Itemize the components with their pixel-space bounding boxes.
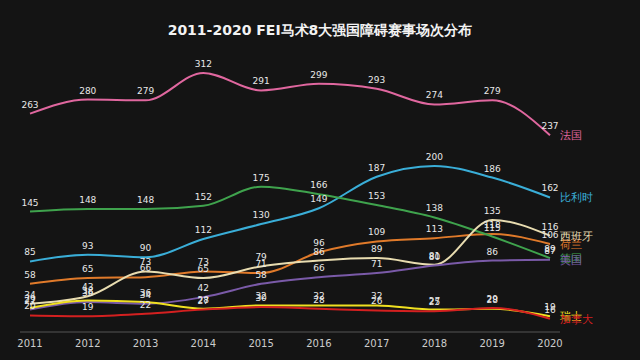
svg-text:152: 152 [195,192,212,202]
svg-text:279: 279 [137,86,154,96]
svg-text:22: 22 [140,300,151,310]
svg-text:90: 90 [140,243,152,253]
svg-text:93: 93 [82,241,93,251]
svg-text:19: 19 [82,302,94,312]
svg-text:29: 29 [24,293,36,304]
svg-text:66: 66 [313,263,325,273]
svg-text:186: 186 [484,164,501,174]
svg-text:85: 85 [24,247,35,257]
svg-text:109: 109 [368,227,385,237]
svg-text:66: 66 [139,263,152,274]
svg-text:26: 26 [371,296,383,306]
svg-text:西班牙: 西班牙 [560,230,593,243]
svg-text:79: 79 [255,252,267,262]
svg-text:135: 135 [484,206,501,216]
html-text:2011-2020 FEI马术8大强国障碍赛事场次分布: 2011-2020 FEI马术8大强国障碍赛事场次分布 [167,22,473,38]
svg-text:2012: 2012 [75,338,100,349]
svg-text:115: 115 [484,223,501,233]
svg-text:175: 175 [253,173,270,183]
svg-text:274: 274 [426,90,443,100]
svg-text:2013: 2013 [133,338,158,349]
svg-text:73: 73 [140,257,151,267]
svg-text:149: 149 [310,194,327,204]
svg-text:65: 65 [198,264,209,274]
svg-text:20: 20 [24,301,36,311]
svg-text:比利时: 比利时 [560,191,593,204]
svg-text:130: 130 [253,210,270,220]
svg-text:2011: 2011 [17,338,42,349]
svg-text:112: 112 [195,225,212,235]
svg-text:279: 279 [484,86,501,96]
svg-text:96: 96 [313,238,325,249]
svg-text:16: 16 [544,305,556,315]
svg-text:187: 187 [368,163,385,173]
svg-text:加拿大: 加拿大 [560,313,593,326]
svg-text:116: 116 [541,222,558,232]
svg-text:2016: 2016 [306,338,331,349]
svg-text:86: 86 [313,247,325,257]
svg-text:71: 71 [255,259,267,269]
svg-text:法国: 法国 [560,129,582,142]
svg-text:2019: 2019 [479,338,504,349]
svg-text:162: 162 [541,183,558,193]
svg-text:71: 71 [371,259,382,269]
svg-text:2015: 2015 [248,338,273,349]
svg-text:86: 86 [486,247,498,257]
svg-text:80: 80 [429,252,441,262]
svg-text:263: 263 [21,100,38,110]
svg-text:荷兰: 荷兰 [560,238,582,251]
svg-text:148: 148 [137,195,154,205]
svg-text:106: 106 [541,230,559,240]
svg-text:312: 312 [195,59,212,69]
svg-text:2018: 2018 [422,338,447,349]
svg-text:280: 280 [79,86,96,96]
svg-text:89: 89 [371,244,383,254]
svg-text:299: 299 [310,70,327,80]
svg-text:58: 58 [24,270,36,280]
svg-text:2014: 2014 [191,338,216,349]
svg-text:148: 148 [79,195,96,205]
svg-text:25: 25 [429,297,440,307]
svg-text:58: 58 [255,270,267,280]
svg-text:36: 36 [140,288,152,298]
svg-text:237: 237 [541,121,558,131]
svg-text:2020: 2020 [537,338,562,349]
svg-text:200: 200 [426,152,443,162]
svg-text:38: 38 [82,286,94,296]
svg-text:166: 166 [310,180,327,190]
svg-text:113: 113 [426,224,443,234]
svg-text:73: 73 [197,257,210,268]
svg-text:2017: 2017 [364,338,389,349]
svg-text:美国: 美国 [560,254,582,267]
svg-text:28: 28 [198,295,210,305]
svg-text:28: 28 [313,295,325,305]
svg-text:42: 42 [198,283,209,293]
svg-text:145: 145 [21,198,38,208]
svg-text:81: 81 [429,251,440,261]
svg-text:87: 87 [544,246,555,256]
svg-text:153: 153 [368,191,385,201]
svg-text:29: 29 [486,294,498,304]
svg-text:65: 65 [82,264,93,274]
svg-text:138: 138 [426,203,443,213]
svg-text:293: 293 [368,75,385,85]
svg-text:27: 27 [198,296,209,306]
svg-text:291: 291 [253,76,270,86]
svg-text:30: 30 [255,293,267,303]
svg-text:28: 28 [486,295,498,305]
